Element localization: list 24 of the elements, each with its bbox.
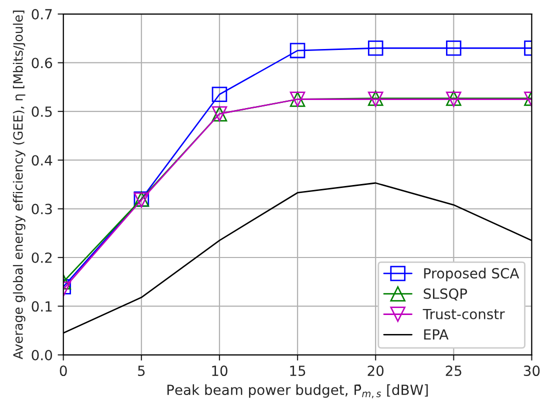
y-axis-title: Average global energy efficiency (GEE), η [Mbits/Joule] [12,10,26,360]
y-tick-label: 0.6 [32,58,52,68]
y-tick-label: 0.4 [32,155,52,166]
point [212,86,228,102]
x-axis-title: Peak beam power budget, P̄$_{m,s}$ [dBW] [167,384,428,398]
x-tick-label: 25 [446,366,462,376]
y-tick-label: 0.2 [32,252,52,263]
y-tick-label: 0.1 [32,301,52,312]
y-tick-label: 0.5 [32,106,52,117]
x-tick-label: 10 [212,366,228,376]
x-tick-label: 0 [60,366,67,376]
point [368,40,384,56]
y-tick-label: 0.7 [32,9,52,20]
point [290,42,306,58]
legend-label: SLSQP [424,288,468,301]
x-tick-label: 30 [524,366,540,376]
legend-label: EPA [424,329,448,340]
legend-label: Trust-constr [422,308,505,320]
y-tick-label: 0.0 [32,350,52,360]
y-tick-label: 0.3 [32,204,52,214]
x-tick-label: 15 [290,366,306,376]
x-tick-label: 20 [368,366,384,376]
x-tick-label: 5 [138,366,145,376]
legend-label: Proposed SCA [424,268,520,282]
